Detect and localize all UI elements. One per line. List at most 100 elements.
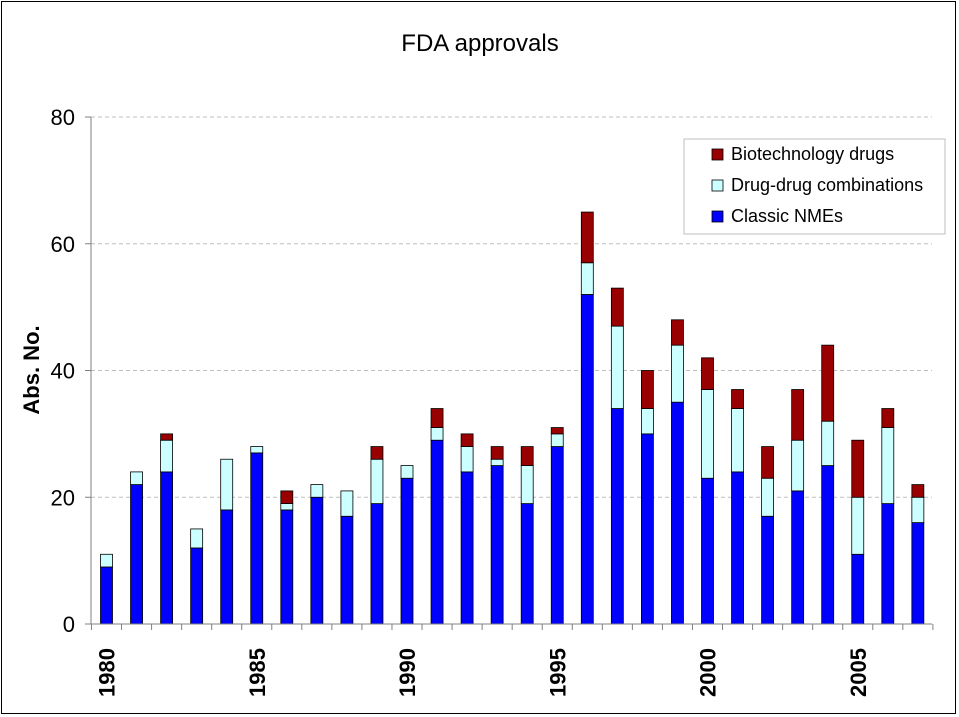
bar-segment: [340, 515, 354, 625]
legend-label: Classic NMEs: [731, 206, 843, 226]
bar-segment: [280, 503, 294, 511]
bar-segment: [400, 465, 414, 479]
bar-segment: [190, 547, 204, 625]
bar-segment: [911, 484, 925, 498]
bar-segment: [190, 528, 204, 549]
y-tick-label: 0: [63, 612, 75, 637]
bar-segment: [280, 509, 294, 625]
y-tick-label: 40: [51, 359, 75, 384]
legend-label: Drug-drug combinations: [731, 175, 923, 195]
bar-segment: [160, 433, 174, 441]
bar-segment: [100, 566, 113, 625]
bar-segment: [490, 458, 504, 466]
bar-segment: [220, 509, 234, 625]
bar-segment: [430, 408, 444, 428]
y-tick-labels: 0 20 40 60 80: [51, 105, 75, 637]
bar-segment: [701, 389, 714, 479]
bar-segment: [791, 439, 805, 492]
axes: [85, 116, 934, 630]
bar-segment: [100, 553, 113, 568]
bar-segment: [520, 465, 534, 504]
bar-segment: [671, 344, 684, 403]
legend-swatch: [711, 210, 724, 223]
bar-segment: [641, 433, 654, 625]
bar-segment: [701, 477, 714, 625]
legend-swatch: [711, 179, 724, 192]
bar-segment: [851, 496, 865, 555]
bar-segment: [550, 446, 564, 625]
bar-segment: [460, 471, 474, 625]
bar-segment: [911, 496, 925, 524]
bar-segment: [370, 446, 384, 460]
bar-segment: [430, 439, 444, 625]
y-tick-label: 60: [51, 232, 75, 257]
bar-segment: [701, 357, 714, 390]
legend: Biotechnology drugs Drug-drug combination…: [683, 138, 946, 235]
bar-segment: [761, 446, 774, 479]
legend-label: Biotechnology drugs: [731, 144, 894, 164]
bar-segment: [310, 484, 324, 498]
bar-segment: [610, 325, 624, 409]
bar-segment: [851, 439, 865, 498]
bar-segment: [791, 490, 805, 625]
bar-segment: [520, 503, 534, 625]
legend-box: [683, 138, 946, 235]
bar-segment: [881, 503, 895, 625]
x-tick-label: 1980: [95, 648, 120, 697]
bar-segment: [821, 344, 835, 422]
y-tick-label: 80: [51, 105, 75, 130]
x-tick-label: 1990: [395, 648, 420, 697]
bar-segment: [731, 471, 744, 625]
x-tick-label: 2000: [696, 648, 721, 697]
legend-swatch: [711, 148, 724, 161]
bar-segment: [911, 522, 925, 625]
bar-segment: [821, 420, 835, 466]
bar-segment: [310, 496, 324, 625]
bar-segment: [280, 490, 294, 504]
bar-segment: [460, 433, 474, 447]
bar-segment: [731, 408, 744, 473]
bars: [100, 211, 925, 625]
bar-segment: [370, 503, 384, 625]
bar-segment: [851, 553, 865, 625]
bar-segment: [731, 389, 744, 409]
bar-segment: [550, 427, 564, 435]
bar-segment: [881, 408, 895, 428]
bar-segment: [130, 484, 143, 625]
bar-segment: [610, 287, 624, 327]
x-tick-labels: 1980 1985 1990 1995 2000 2005: [95, 648, 871, 697]
x-tick-label: 1985: [245, 648, 270, 697]
bar-segment: [610, 408, 624, 625]
bar-segment: [641, 408, 654, 435]
bar-segment: [580, 211, 594, 264]
bar-segment: [821, 465, 835, 625]
bar-segment: [881, 427, 895, 504]
bar-segment: [220, 458, 234, 511]
bar-segment: [400, 477, 414, 625]
bar-segment: [130, 471, 143, 485]
chart-title: FDA approvals: [401, 30, 558, 57]
bar-segment: [430, 427, 444, 441]
x-tick-label: 1995: [545, 648, 570, 697]
bar-segment: [250, 446, 264, 454]
bar-segment: [370, 458, 384, 504]
y-tick-label: 20: [51, 485, 75, 510]
bar-segment: [791, 389, 805, 441]
y-axis-label: Abs. No.: [19, 325, 44, 414]
bar-segment: [160, 439, 174, 473]
bar-segment: [671, 401, 684, 625]
bar-segment: [671, 319, 684, 346]
bar-segment: [761, 477, 774, 517]
bar-segment: [250, 452, 264, 625]
bar-segment: [761, 515, 774, 625]
bar-segment: [340, 490, 354, 517]
bar-segment: [490, 465, 504, 625]
bar-segment: [490, 446, 504, 460]
bar-segment: [641, 370, 654, 409]
bar-segment: [550, 433, 564, 447]
x-tick-label: 2005: [846, 648, 871, 697]
bar-segment: [460, 446, 474, 473]
bar-segment: [580, 294, 594, 625]
bar-segment: [520, 446, 534, 466]
